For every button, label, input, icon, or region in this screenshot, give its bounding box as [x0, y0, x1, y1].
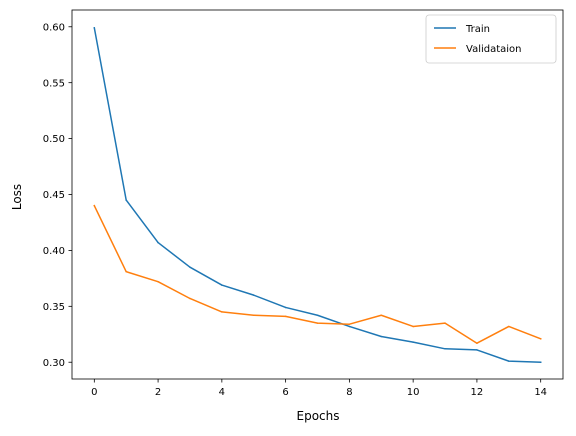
data-point — [476, 349, 478, 351]
x-tick-label: 10 — [407, 387, 420, 398]
data-point — [221, 284, 223, 286]
data-point — [93, 27, 96, 29]
x-tick-label: 8 — [346, 387, 352, 398]
data-point — [508, 360, 510, 362]
data-point — [252, 294, 255, 296]
data-point — [221, 311, 223, 313]
data-point — [189, 266, 191, 268]
y-tick-label: 0.50 — [43, 134, 65, 145]
plot-area — [93, 27, 542, 364]
data-point — [93, 204, 96, 207]
data-point — [252, 314, 255, 317]
data-point — [348, 323, 351, 325]
x-tick-label: 14 — [534, 387, 547, 398]
data-point — [412, 325, 414, 328]
data-point — [476, 342, 478, 344]
series-line-train — [93, 27, 542, 364]
data-point — [316, 314, 319, 317]
legend-box — [425, 14, 557, 64]
data-point — [380, 335, 383, 338]
y-tick-label: 0.60 — [43, 22, 65, 33]
x-tick-label: 12 — [471, 387, 484, 398]
x-axis-label: Epochs — [297, 409, 340, 423]
data-point — [284, 315, 287, 318]
data-point — [444, 322, 446, 324]
data-point — [157, 241, 159, 244]
data-point — [444, 348, 446, 350]
legend: Train Validataion — [425, 14, 557, 64]
y-tick-label: 0.40 — [43, 246, 65, 257]
data-point — [284, 306, 287, 309]
x-tick-label: 0 — [91, 387, 97, 398]
y-axis-label: Loss — [10, 184, 24, 210]
axes: 0 2 4 6 8 10 12 14 0.30 0.35 0.40 0.45 0.50 0.55 0.60 — [43, 9, 564, 398]
y-tick-label: 0.55 — [43, 78, 65, 89]
data-point — [539, 361, 542, 363]
x-tick-label: 4 — [219, 387, 225, 398]
y-tick-label: 0.45 — [43, 190, 65, 201]
data-point — [380, 314, 383, 317]
data-point — [157, 280, 159, 283]
data-point — [189, 297, 191, 300]
x-tick-label: 2 — [155, 387, 161, 398]
legend-label: Validataion — [466, 44, 522, 55]
y-tick-label: 0.30 — [43, 358, 65, 369]
data-point — [508, 325, 510, 328]
data-point — [539, 338, 542, 340]
x-tick-label: 6 — [282, 387, 288, 398]
y-tick-label: 0.35 — [43, 302, 65, 313]
data-point — [316, 322, 319, 324]
data-point — [125, 270, 127, 273]
legend-label: Train — [465, 24, 490, 35]
data-point — [348, 325, 351, 328]
data-point — [412, 341, 414, 343]
data-point — [125, 199, 127, 201]
